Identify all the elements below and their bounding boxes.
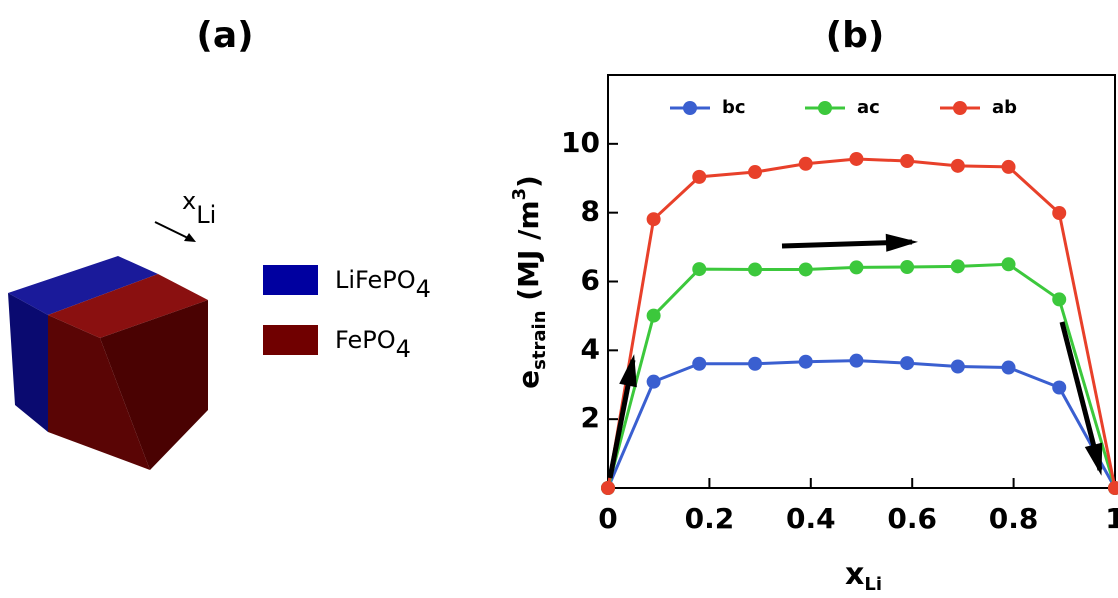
cube-top-red [48, 274, 208, 338]
label-sub: strain [529, 310, 550, 369]
data-point [692, 169, 707, 184]
data-point [692, 262, 707, 277]
x-tick-label: 1 [1105, 502, 1118, 535]
x-axis-label: xLi [845, 557, 882, 596]
x-tick-label: 0.2 [685, 502, 735, 535]
data-point [900, 260, 915, 275]
legend-swatch [263, 325, 318, 355]
x-tick-label: 0.4 [786, 502, 836, 535]
x-tick-label: 0 [598, 502, 617, 535]
legend-marker [683, 101, 697, 115]
data-point [950, 158, 965, 173]
y-tick-label: 4 [581, 332, 600, 365]
data-point [1052, 206, 1067, 221]
data-point [849, 260, 864, 275]
data-point [601, 481, 615, 495]
label-sub: Li [864, 574, 882, 595]
label-sub: 4 [396, 335, 411, 363]
panel-b: (b) 2 4 6 8 10 0 0.2 0.4 0.6 0.8 1 xLi estrain (MJ /m… [509, 15, 1118, 595]
data-point [1001, 159, 1016, 174]
data-point [798, 156, 813, 171]
label-base: e [512, 370, 545, 389]
data-point [748, 356, 763, 371]
cube-left-red [48, 315, 150, 470]
data-point [900, 154, 915, 169]
label-base: x [182, 187, 196, 215]
data-point [798, 262, 813, 277]
data-point [646, 212, 661, 227]
label-close: ) [512, 175, 545, 188]
y-tick-label: 2 [581, 401, 600, 434]
direction-arrow [154, 221, 193, 241]
legend-label: FePO4 [335, 326, 411, 363]
data-point [646, 374, 661, 389]
y-tick-label: 6 [581, 264, 600, 297]
label-sub: 4 [416, 275, 431, 303]
label-base: FePO [335, 326, 396, 354]
data-point [950, 359, 965, 374]
legend-marker [953, 101, 967, 115]
data-point [748, 165, 763, 180]
legend-label: ab [992, 97, 1017, 118]
series-line [606, 262, 1117, 489]
label-sub: Li [196, 201, 216, 229]
label-base: LiFePO [335, 266, 416, 294]
direction-label: xLi [182, 187, 216, 229]
legend-label: LiFePO4 [335, 266, 431, 303]
arrow-head [1084, 442, 1103, 476]
cube-top-blue [8, 256, 158, 315]
legend-swatch [263, 265, 318, 295]
y-tick-label: 8 [581, 195, 600, 228]
series-line [606, 359, 1117, 489]
cube-left-blue [8, 293, 48, 432]
data-point [950, 259, 965, 274]
legend-label: bc [722, 97, 746, 118]
chart-title: (b) [826, 15, 885, 56]
label-sup: 3 [509, 188, 530, 201]
data-point [646, 308, 661, 323]
data-point [1052, 380, 1067, 395]
y-tick-label: 10 [561, 126, 600, 159]
data-point [1001, 360, 1016, 375]
arrow-head [885, 233, 918, 252]
label-base: x [845, 557, 864, 592]
legend-label: ac [857, 97, 880, 118]
data-point [849, 353, 864, 368]
data-point [900, 356, 915, 371]
plot-frame [607, 74, 1116, 489]
data-point [1052, 292, 1067, 307]
y-axis-label: estrain (MJ /m3) [509, 175, 550, 389]
series-line [606, 157, 1117, 489]
label-unit: (MJ /m [512, 201, 545, 311]
arrow-head [619, 354, 637, 388]
data-point [798, 354, 813, 369]
panel-label: (a) [196, 15, 253, 56]
x-tick-label: 0.8 [989, 502, 1039, 535]
arrow-head [184, 233, 196, 242]
data-point [1108, 481, 1118, 495]
x-tick-label: 0.6 [887, 502, 937, 535]
data-point [849, 151, 864, 166]
data-point [1001, 257, 1016, 272]
cube-front-red [100, 300, 208, 470]
data-point [748, 262, 763, 277]
legend-marker [818, 101, 832, 115]
data-point [692, 356, 707, 371]
